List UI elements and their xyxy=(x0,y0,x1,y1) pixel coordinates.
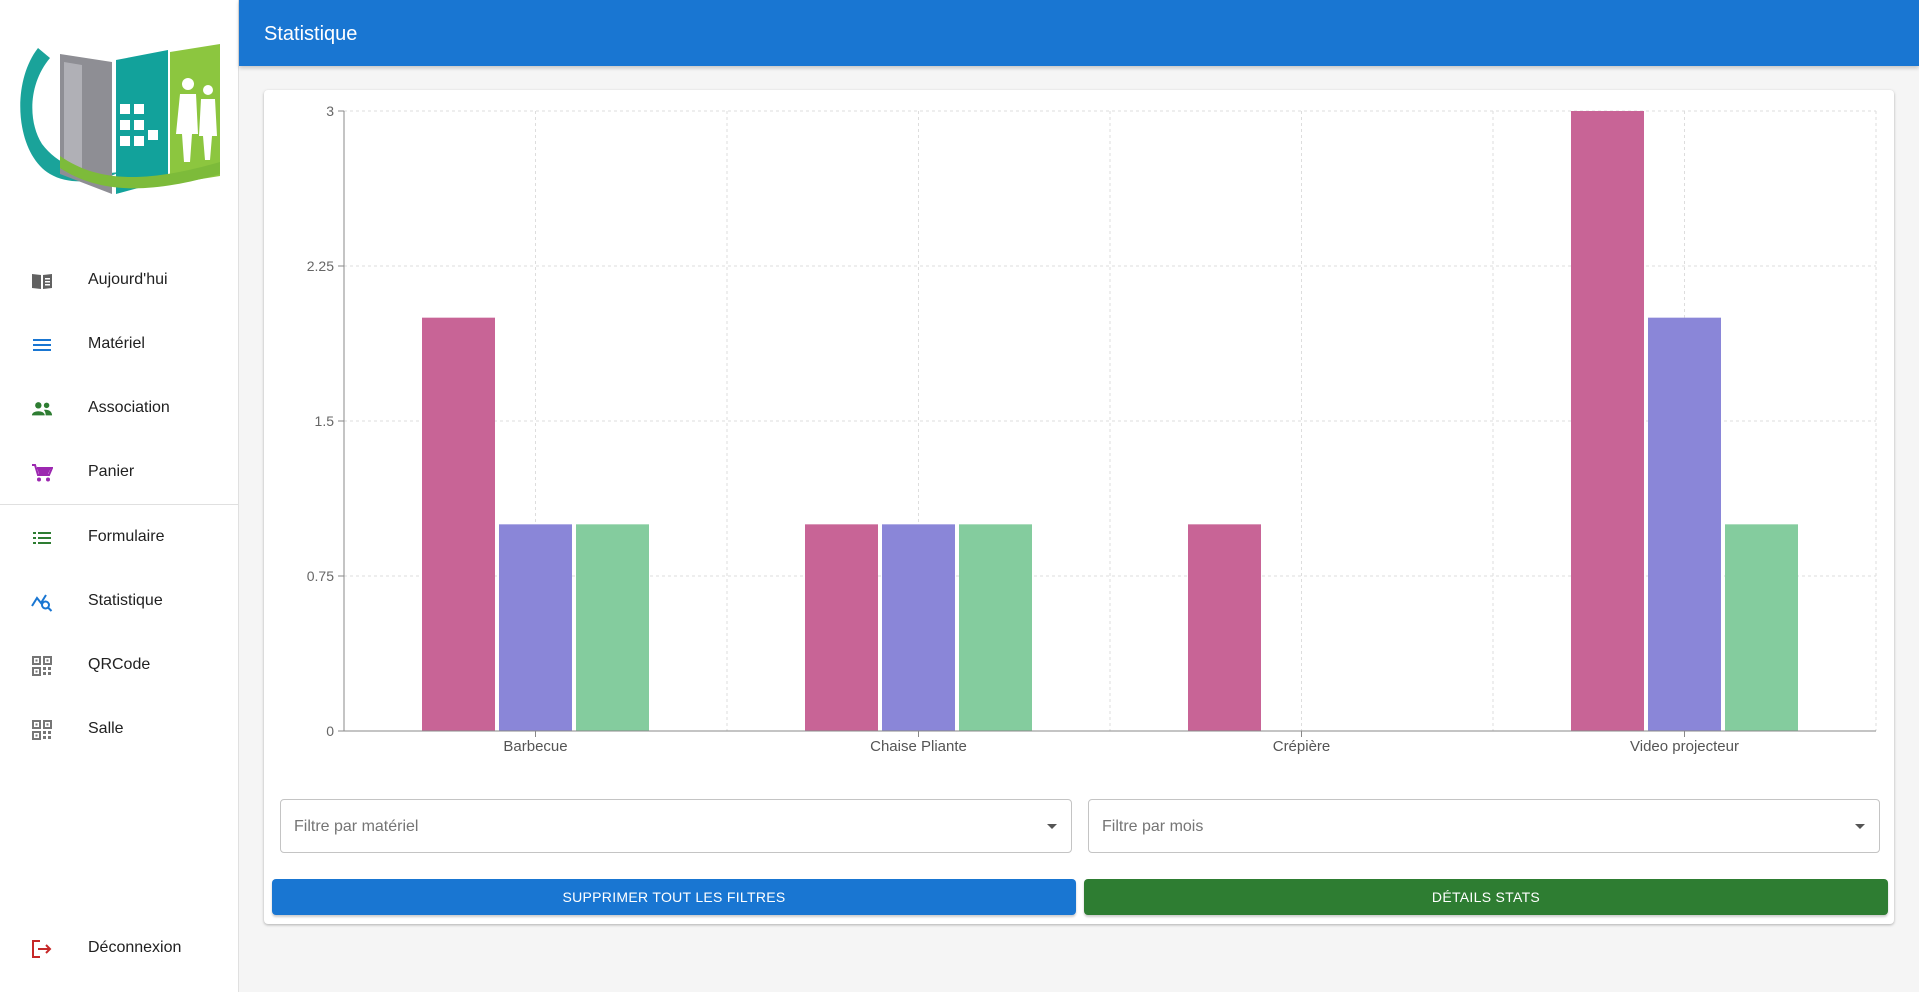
book-open-icon xyxy=(31,270,53,292)
sidebar-item-association[interactable]: Association xyxy=(0,376,239,440)
bar xyxy=(1188,524,1261,731)
sidebar: Aujourd'hui Matériel Association Panier xyxy=(0,0,239,992)
bar xyxy=(882,524,955,731)
sidebar-nav: Aujourd'hui Matériel Association Panier xyxy=(0,248,239,761)
chevron-down-icon xyxy=(1047,824,1057,829)
month-filter-select[interactable]: Filtre par mois xyxy=(1088,799,1880,853)
y-tick-label: 0.75 xyxy=(307,568,334,584)
x-tick-label: Barbecue xyxy=(503,738,567,755)
bar xyxy=(805,524,878,731)
sidebar-divider xyxy=(0,504,239,505)
material-filter-placeholder: Filtre par matériel xyxy=(294,818,419,835)
y-tick-label: 1.5 xyxy=(315,413,335,429)
menu-lines-icon xyxy=(31,334,53,356)
sidebar-item-label: Aujourd'hui xyxy=(88,271,168,288)
material-filter-select[interactable]: Filtre par matériel xyxy=(280,799,1072,853)
x-tick-label: Crépière xyxy=(1273,738,1331,755)
logout-section: Déconnexion xyxy=(0,916,239,980)
bar xyxy=(422,317,495,731)
sidebar-item-label: Salle xyxy=(88,720,124,737)
chevron-down-icon xyxy=(1855,824,1865,829)
bar xyxy=(576,524,649,731)
sidebar-item-label: Association xyxy=(88,399,170,416)
sidebar-item-aujourdhui[interactable]: Aujourd'hui xyxy=(0,248,239,312)
y-tick-label: 0 xyxy=(326,723,334,739)
bar xyxy=(1648,317,1721,731)
stats-card: 0 0.75 1.5 2.25 3 Barbecue Chaise Pliante Crépi… xyxy=(264,90,1894,924)
details-stats-button[interactable]: DÉTAILS STATS xyxy=(1084,879,1888,915)
sidebar-item-statistique[interactable]: Statistique xyxy=(0,569,239,633)
logout-label: Déconnexion xyxy=(88,939,182,956)
page-title: Statistique xyxy=(264,23,358,45)
people-icon xyxy=(31,398,53,420)
x-tick-label: Video projecteur xyxy=(1630,738,1739,755)
list-icon xyxy=(31,527,53,549)
bar xyxy=(1571,111,1644,731)
sidebar-item-label: QRCode xyxy=(88,656,151,673)
bar xyxy=(1725,524,1798,731)
sidebar-item-qrcode[interactable]: QRCode xyxy=(0,633,239,697)
x-tick-label: Chaise Pliante xyxy=(870,738,967,755)
bar xyxy=(959,524,1032,731)
stats-bar-chart: 0 0.75 1.5 2.25 3 Barbecue Chaise Pliante Crépi… xyxy=(307,103,1877,755)
month-filter-placeholder: Filtre par mois xyxy=(1102,818,1204,835)
app-bar: Statistique xyxy=(239,0,1919,66)
bar xyxy=(499,524,572,731)
sidebar-item-salle[interactable]: Salle xyxy=(0,697,239,761)
sidebar-item-label: Formulaire xyxy=(88,528,165,545)
sidebar-item-materiel[interactable]: Matériel xyxy=(0,312,239,376)
qrcode-icon xyxy=(31,719,53,741)
sidebar-item-label: Matériel xyxy=(88,335,145,352)
cart-icon xyxy=(31,462,53,484)
app-logo xyxy=(20,44,220,204)
clear-filters-button[interactable]: SUPPRIMER TOUT LES FILTRES xyxy=(272,879,1076,915)
sidebar-item-formulaire[interactable]: Formulaire xyxy=(0,505,239,569)
sidebar-item-label: Statistique xyxy=(88,592,163,609)
logout-icon xyxy=(31,938,53,960)
chart-search-icon xyxy=(31,591,53,613)
sidebar-item-panier[interactable]: Panier xyxy=(0,440,239,504)
sidebar-item-label: Panier xyxy=(88,463,135,480)
y-tick-label: 2.25 xyxy=(307,258,334,274)
qrcode-icon xyxy=(31,655,53,677)
logout-button[interactable]: Déconnexion xyxy=(0,916,239,980)
y-tick-label: 3 xyxy=(326,103,334,119)
